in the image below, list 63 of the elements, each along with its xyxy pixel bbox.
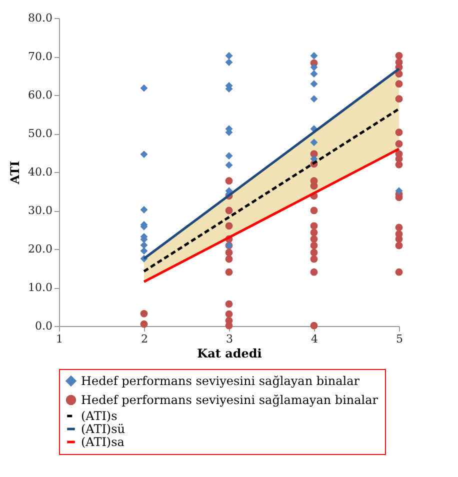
point bbox=[310, 268, 318, 276]
point bbox=[225, 255, 233, 263]
point bbox=[395, 235, 403, 243]
point bbox=[395, 224, 403, 232]
point bbox=[310, 322, 318, 330]
point bbox=[310, 248, 318, 256]
point bbox=[140, 84, 148, 92]
point bbox=[395, 80, 403, 88]
point bbox=[310, 242, 318, 250]
y-tick-label: 70.0 bbox=[28, 50, 52, 63]
point bbox=[395, 70, 403, 78]
point bbox=[225, 268, 233, 276]
point bbox=[310, 206, 318, 214]
point bbox=[310, 255, 318, 263]
point bbox=[140, 320, 148, 328]
y-tick-label: 30.0 bbox=[28, 204, 52, 217]
point bbox=[310, 235, 318, 243]
y-tick-label: 0.0 bbox=[35, 320, 52, 332]
x-tick-label: 3 bbox=[226, 332, 233, 346]
legend-label: Hedef performans seviyesini sağlayan binalar bbox=[81, 374, 360, 388]
x-tick-label: 4 bbox=[311, 332, 318, 346]
x-tick-label: 1 bbox=[56, 332, 63, 346]
point bbox=[225, 248, 233, 256]
point bbox=[310, 222, 318, 230]
point bbox=[395, 187, 403, 195]
x-axis-title: Kat adedi bbox=[197, 346, 262, 360]
point bbox=[310, 155, 318, 163]
point bbox=[395, 268, 403, 276]
point bbox=[140, 241, 148, 249]
legend-label: (ATI)sü bbox=[81, 422, 126, 436]
y-tick-label: 60.0 bbox=[28, 88, 52, 102]
y-tick-label: 10.0 bbox=[28, 281, 52, 294]
point bbox=[395, 160, 403, 168]
point bbox=[395, 52, 403, 60]
point bbox=[310, 70, 318, 78]
point bbox=[395, 95, 403, 103]
legend-label: (ATI)sa bbox=[81, 435, 124, 449]
point bbox=[140, 247, 148, 255]
x-tick-label: 5 bbox=[396, 332, 403, 346]
point bbox=[310, 182, 318, 190]
point bbox=[395, 140, 403, 148]
y-axis-title: ATI bbox=[8, 160, 22, 186]
point bbox=[310, 95, 318, 103]
point bbox=[225, 222, 233, 230]
x-tick-label: 2 bbox=[141, 332, 148, 346]
point bbox=[225, 300, 233, 308]
legend-label: Hedef performans seviyesini sağlamayan binalar bbox=[81, 393, 378, 407]
point bbox=[225, 310, 233, 318]
point bbox=[310, 138, 318, 146]
point bbox=[395, 242, 403, 250]
point bbox=[395, 128, 403, 136]
point bbox=[140, 310, 148, 318]
point bbox=[225, 206, 233, 214]
point bbox=[225, 152, 233, 160]
y-tick-label: 20.0 bbox=[28, 242, 52, 256]
point bbox=[310, 80, 318, 88]
legend-label: (ATI)s bbox=[81, 409, 118, 423]
point bbox=[310, 228, 318, 236]
y-tick-label: 80.0 bbox=[28, 12, 52, 24]
y-tick-label: 50.0 bbox=[28, 127, 52, 140]
point bbox=[225, 161, 233, 169]
y-tick-label: 40.0 bbox=[28, 166, 52, 178]
point bbox=[225, 177, 233, 185]
